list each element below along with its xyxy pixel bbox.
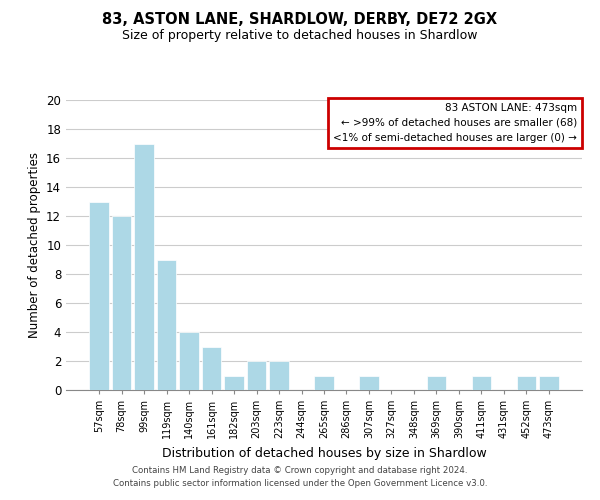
Text: 83, ASTON LANE, SHARDLOW, DERBY, DE72 2GX: 83, ASTON LANE, SHARDLOW, DERBY, DE72 2G…: [103, 12, 497, 28]
Bar: [427, 376, 446, 390]
Text: Size of property relative to detached houses in Shardlow: Size of property relative to detached ho…: [122, 28, 478, 42]
Y-axis label: Number of detached properties: Number of detached properties: [28, 152, 41, 338]
Bar: [112, 216, 131, 390]
Bar: [269, 361, 289, 390]
Bar: [359, 376, 379, 390]
Bar: [157, 260, 176, 390]
Bar: [89, 202, 109, 390]
Bar: [134, 144, 154, 390]
Text: Contains HM Land Registry data © Crown copyright and database right 2024.
Contai: Contains HM Land Registry data © Crown c…: [113, 466, 487, 487]
Bar: [224, 376, 244, 390]
Bar: [247, 361, 266, 390]
Bar: [314, 376, 334, 390]
Bar: [539, 376, 559, 390]
Bar: [517, 376, 536, 390]
Text: 83 ASTON LANE: 473sqm
← >99% of detached houses are smaller (68)
<1% of semi-det: 83 ASTON LANE: 473sqm ← >99% of detached…: [333, 103, 577, 142]
Bar: [179, 332, 199, 390]
Bar: [472, 376, 491, 390]
Bar: [202, 346, 221, 390]
X-axis label: Distribution of detached houses by size in Shardlow: Distribution of detached houses by size …: [161, 446, 487, 460]
